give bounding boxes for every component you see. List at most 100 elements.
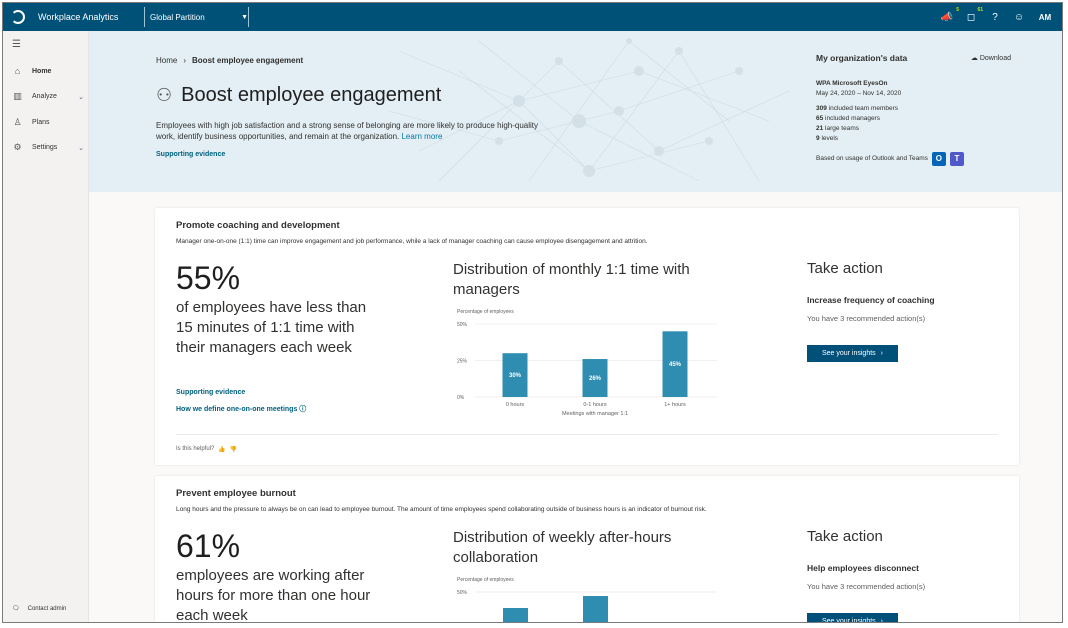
- see-insights-label: See your insights: [821, 350, 876, 357]
- person-icon: ♙: [13, 117, 22, 127]
- divider: [144, 7, 145, 27]
- y-tick-label: 0%: [457, 395, 465, 401]
- see-insights-label: See your insights: [821, 618, 876, 623]
- hamburger-menu-icon[interactable]: ☰: [12, 39, 21, 50]
- data-basis-text: Based on usage of Outlook and Teams: [816, 155, 928, 162]
- chart-title: Distribution of monthly 1:1 time with ma…: [453, 261, 690, 298]
- bar: [583, 596, 608, 622]
- stat-levels: 9 levels: [816, 135, 839, 142]
- bar: [502, 353, 528, 397]
- org-name: WPA Microsoft EyesOn: [816, 80, 888, 87]
- chart-title: Distribution of weekly after-hours colla…: [453, 529, 672, 566]
- feedback-row: Is this helpful? 👍 👎: [176, 446, 237, 453]
- sidebar-item-settings[interactable]: ⚙ Settings ⌄: [12, 142, 84, 153]
- card-description: Manager one-on-one (1:1) time can improv…: [176, 238, 648, 245]
- divider: [176, 434, 998, 435]
- thumbs-down-icon[interactable]: 👎: [229, 447, 238, 453]
- define-meetings-link[interactable]: How we define one-on-one meetings ⓘ: [176, 404, 306, 414]
- download-button[interactable]: ☁ Download: [971, 54, 1011, 64]
- partition-selector[interactable]: Global Partition ▼: [150, 13, 248, 22]
- page-heading: ⚇ Boost employee engagement: [156, 84, 441, 107]
- help-icon[interactable]: ?: [992, 11, 998, 23]
- notification-badge: 5: [956, 6, 959, 13]
- stat-managers: 65 included managers: [816, 115, 880, 122]
- page-description: Employees with high job satisfaction and…: [156, 120, 556, 142]
- action-count: You have 3 recommended action(s): [807, 314, 926, 323]
- key-metric-text: employees are working after hours for mo…: [176, 567, 371, 623]
- card-title: Prevent employee burnout: [176, 488, 296, 499]
- sidebar-item-label: Analyze: [32, 93, 57, 100]
- outlook-icon: O: [931, 152, 946, 166]
- breadcrumb: Home › Boost employee engagement: [156, 56, 303, 65]
- app-title[interactable]: Workplace Analytics: [38, 12, 119, 22]
- people-engagement-icon: ⚇: [156, 85, 173, 105]
- bar-value-label: 26%: [589, 376, 602, 382]
- chat-icon: 🗨: [12, 606, 20, 612]
- chart-icon: ▥: [13, 91, 22, 101]
- thumbs-up-icon[interactable]: 👍: [218, 447, 226, 453]
- define-meetings-label: How we define one-on-one meetings: [176, 406, 298, 413]
- sidebar-item-label: Settings: [32, 144, 58, 151]
- feedback-smiley-icon[interactable]: ☺: [1013, 11, 1025, 23]
- sidebar-item-analyze[interactable]: ▥ Analyze ⌄: [12, 91, 84, 102]
- chevron-right-icon: ›: [183, 56, 187, 65]
- partition-label: Global Partition: [150, 12, 205, 22]
- x-axis-label: Meetings with manager 1:1: [562, 411, 628, 416]
- y-tick-label: 25%: [457, 359, 468, 365]
- y-axis-label: Percentage of employees: [457, 309, 514, 315]
- org-data-title: My organization's data: [816, 53, 908, 63]
- sidebar-item-label: Plans: [32, 119, 50, 126]
- breadcrumb-home[interactable]: Home: [156, 56, 178, 65]
- key-metric-text: of employees have less than 15 minutes o…: [176, 299, 367, 356]
- y-tick-label: 50%: [457, 590, 468, 596]
- action-title: Help employees disconnect: [807, 563, 919, 573]
- contact-admin-link[interactable]: 🗨 Contact admin: [12, 605, 67, 613]
- contact-admin-label: Contact admin: [27, 605, 67, 612]
- key-metric-percent: 61%: [176, 528, 241, 564]
- key-metric-percent: 55%: [176, 260, 241, 296]
- user-avatar[interactable]: AM: [1038, 12, 1052, 22]
- helpful-label: Is this helpful?: [176, 446, 215, 452]
- y-axis-label: Percentage of employees: [457, 577, 514, 583]
- top-bar-actions: 📣 5 ◻ 61 ? ☺ AM: [940, 6, 1054, 26]
- see-insights-button[interactable]: See your insights ›: [807, 345, 898, 362]
- take-action-heading: Take action: [807, 260, 883, 277]
- sidebar-item-home[interactable]: ⌂ Home: [12, 66, 84, 76]
- learn-more-link[interactable]: Learn more: [401, 132, 443, 141]
- megaphone-icon[interactable]: 📣 5: [940, 6, 959, 23]
- chevron-down-icon: ⌄: [78, 93, 84, 101]
- bar-value-label: 30%: [509, 373, 522, 379]
- sidebar-item-label: Home: [32, 67, 52, 75]
- top-bar: Workplace Analytics Global Partition ▼ 📣…: [3, 3, 1062, 31]
- insight-card-burnout: Prevent employee burnout Long hours and …: [155, 476, 1019, 623]
- bar-value-label: 45%: [669, 362, 682, 368]
- org-stats: 309 included team members 65 included ma…: [816, 104, 1011, 144]
- action-title: Increase frequency of coaching: [807, 295, 935, 305]
- bar-chart: Percentage of employees 0% 25% 50% 30% 0 hour…: [457, 309, 717, 416]
- x-tick-label: 0 hours: [506, 402, 525, 408]
- download-label: Download: [979, 55, 1011, 62]
- divider: [248, 7, 249, 27]
- x-tick-label: 1+ hours: [664, 402, 686, 408]
- sidebar: ☰ ⌂ Home ▥ Analyze ⌄ ♙ Plans ⚙ Settings …: [3, 31, 89, 622]
- supporting-evidence-link[interactable]: Supporting evidence: [156, 151, 226, 158]
- bar: [662, 331, 688, 397]
- app-logo-icon[interactable]: [11, 10, 25, 24]
- supporting-evidence-link[interactable]: Supporting evidence: [176, 389, 246, 396]
- description-text: Employees with high job satisfaction and…: [156, 121, 538, 141]
- hero-banner: Home › Boost employee engagement ⚇ Boost…: [89, 31, 1062, 192]
- cloud-download-icon: ☁: [970, 55, 978, 62]
- gear-icon: ⚙: [13, 142, 22, 152]
- card-title: Promote coaching and development: [176, 220, 340, 231]
- page-title: Boost employee engagement: [181, 84, 442, 106]
- caret-down-icon: ▼: [241, 13, 248, 21]
- org-date-range: May 24, 2020 – Nov 14, 2020: [816, 90, 902, 97]
- sidebar-item-plans[interactable]: ♙ Plans: [12, 117, 84, 128]
- see-insights-button[interactable]: See your insights ›: [807, 613, 898, 623]
- data-basis: Based on usage of Outlook and Teams O T: [816, 152, 1011, 166]
- notification-icon[interactable]: ◻ 61: [966, 6, 983, 23]
- chevron-right-icon: ›: [880, 618, 884, 623]
- bar: [582, 359, 608, 397]
- org-data-panel: My organization's data ☁ Download WPA Mi…: [816, 53, 1011, 166]
